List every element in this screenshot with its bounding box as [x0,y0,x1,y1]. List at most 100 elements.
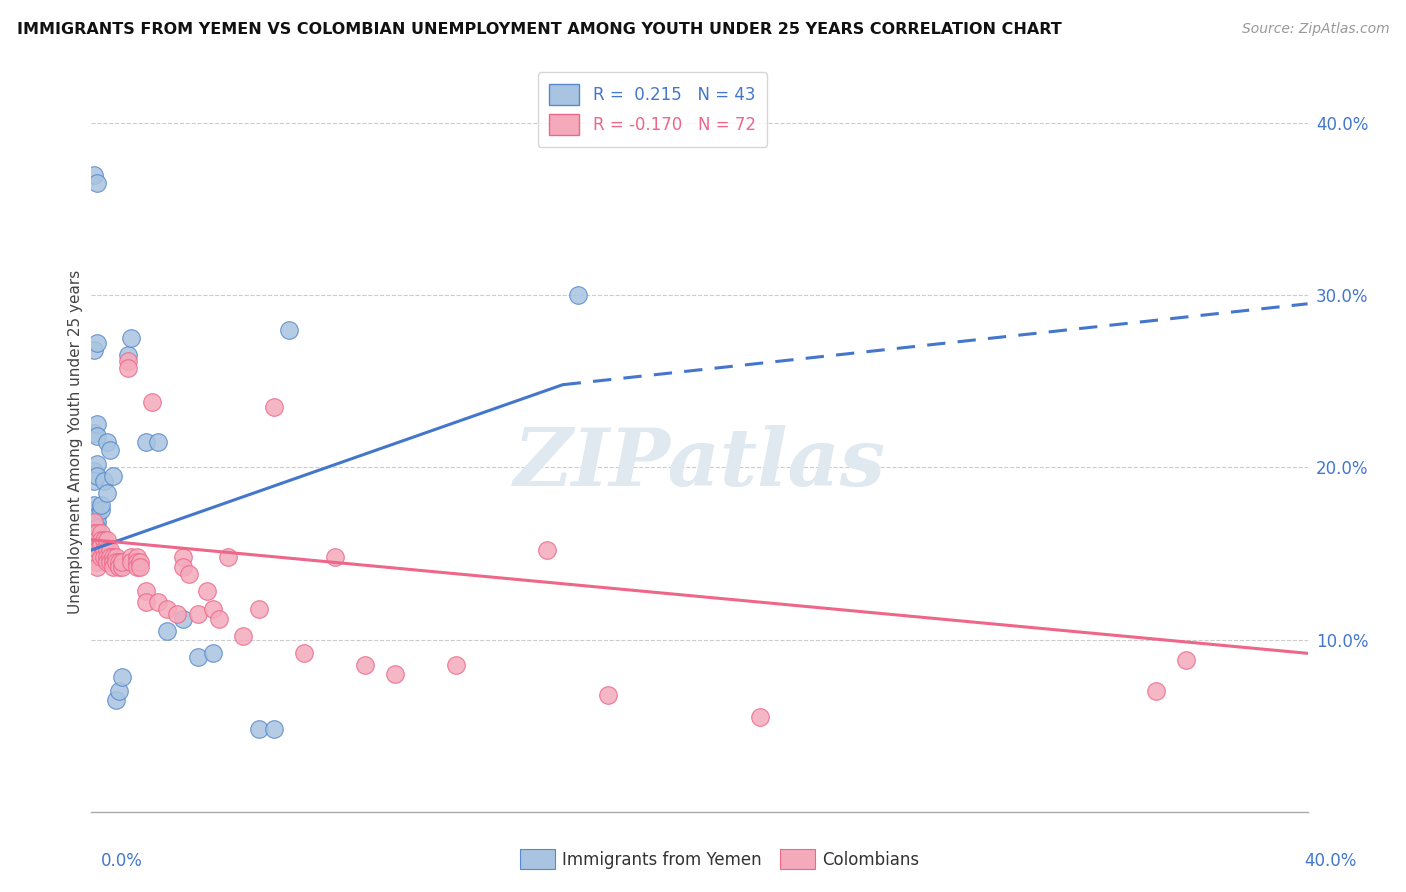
Point [86,469,108,483]
Point [1144,684,1167,698]
Point [125,549,148,564]
Point [101,469,124,483]
Point [89,549,111,564]
Point [96,533,118,547]
Point [86,516,108,530]
Point [86,533,108,547]
Point [536,543,558,558]
Point [98,443,121,458]
Legend: R =  0.215   N = 43, R = -0.170   N = 72: R = 0.215 N = 43, R = -0.170 N = 72 [537,72,768,147]
Point [107,684,129,698]
Point [208,612,231,626]
Point [148,595,170,609]
Point [83,533,105,547]
Point [89,503,111,517]
Point [384,667,406,681]
Text: Source: ZipAtlas.com: Source: ZipAtlas.com [1241,22,1389,37]
Point [83,543,105,558]
Point [598,688,620,702]
Point [125,560,148,574]
Point [89,533,111,547]
Point [83,525,105,540]
Point [111,560,134,574]
Point [96,555,118,569]
Point [96,486,118,500]
Point [125,555,148,569]
Point [93,549,115,564]
Point [89,538,111,552]
Point [444,658,467,673]
Point [83,474,105,488]
Point [135,584,157,599]
Point [86,508,108,523]
Point [156,601,179,615]
Point [86,417,108,432]
Point [129,555,152,569]
Point [135,434,157,449]
Point [195,584,218,599]
Point [83,503,105,517]
Point [104,555,127,569]
Point [247,722,270,736]
Point [83,168,105,182]
Point [104,549,127,564]
Point [107,560,129,574]
Point [98,543,121,558]
Text: 40.0%: 40.0% [1305,852,1357,870]
Point [135,595,157,609]
Point [263,722,285,736]
Text: Immigrants from Yemen: Immigrants from Yemen [562,851,762,869]
Point [749,710,772,724]
Point [217,549,239,564]
Point [567,288,589,302]
Point [86,543,108,558]
Point [83,343,105,358]
Point [129,560,152,574]
Point [292,646,315,660]
Point [104,693,127,707]
Point [96,543,118,558]
Point [187,649,209,664]
Point [247,601,270,615]
Point [86,525,108,540]
Text: Colombians: Colombians [823,851,920,869]
Point [101,555,124,569]
Point [86,457,108,471]
Point [93,533,115,547]
Point [172,560,194,574]
Point [86,336,108,351]
Point [172,549,194,564]
Point [101,549,124,564]
Point [83,464,105,478]
Point [83,498,105,512]
Point [98,549,121,564]
Point [187,607,209,621]
Point [107,555,129,569]
Point [86,521,108,535]
Point [278,323,301,337]
Text: 0.0%: 0.0% [101,852,143,870]
Point [202,601,225,615]
Point [263,400,285,414]
Point [232,629,254,643]
Point [86,429,108,443]
Point [117,348,139,362]
Text: IMMIGRANTS FROM YEMEN VS COLOMBIAN UNEMPLOYMENT AMONG YOUTH UNDER 25 YEARS CORRE: IMMIGRANTS FROM YEMEN VS COLOMBIAN UNEMP… [17,22,1062,37]
Point [96,434,118,449]
Point [86,560,108,574]
Point [354,658,377,673]
Point [89,525,111,540]
Text: ZIPatlas: ZIPatlas [513,425,886,502]
Point [86,555,108,569]
Point [83,516,105,530]
Point [117,353,139,368]
Y-axis label: Unemployment Among Youth under 25 years: Unemployment Among Youth under 25 years [67,269,83,614]
Point [98,555,121,569]
Point [86,549,108,564]
Point [117,360,139,375]
Point [86,533,108,547]
Point [86,176,108,190]
Point [111,555,134,569]
Point [202,646,225,660]
Point [148,434,170,449]
